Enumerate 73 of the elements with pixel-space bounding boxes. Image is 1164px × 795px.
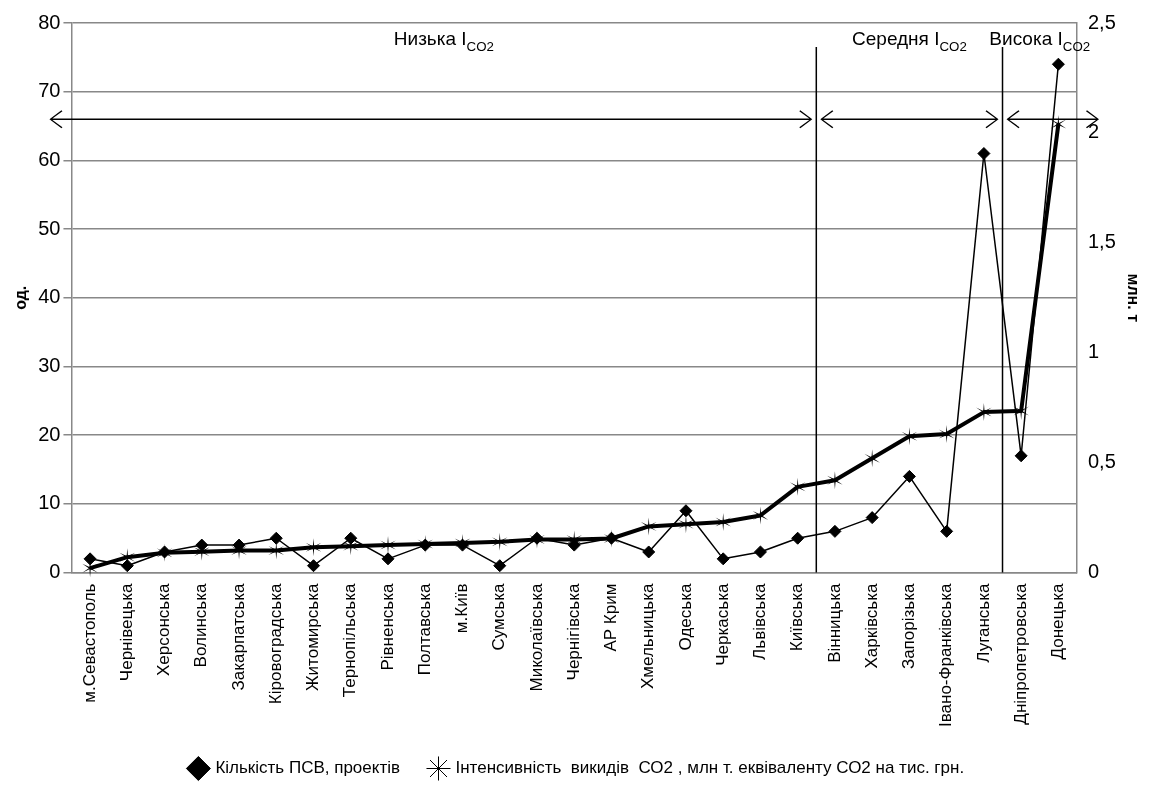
point: [195, 538, 209, 552]
point: [454, 533, 471, 552]
x-tick-label: Луганська: [973, 583, 993, 663]
x-tick-label: Дніпропетровська: [1010, 583, 1030, 725]
point: [305, 538, 322, 557]
x-tick-label: Тернопільська: [340, 583, 360, 698]
y2-tick-label: 0: [1088, 560, 1100, 583]
x-tick-label: АР Крим: [601, 583, 621, 652]
x-tick-label: Запорізька: [899, 583, 919, 670]
point: [83, 552, 97, 566]
x-tick-label: Сумська: [489, 583, 509, 651]
x-tick-label: м.Севастополь: [79, 583, 99, 703]
point: [940, 524, 954, 538]
y2-tick-label: 2,5: [1088, 10, 1116, 33]
x-tick-label: Донецька: [1048, 583, 1068, 660]
x-tick-label: м.Київ: [452, 583, 472, 634]
point: [716, 552, 730, 566]
x-tick-label: Житомирська: [303, 583, 323, 692]
x-tick-label: Львівська: [750, 583, 770, 660]
x-tick-label: Івано-Франківська: [936, 583, 956, 727]
x-tick-label: Одеська: [675, 583, 695, 651]
legend-label: Інтенсивність викидів СО2 , млн т. еквіваленту СО2 на тис. грн.: [455, 758, 965, 778]
y-tick-label: 70: [38, 79, 61, 102]
y-tick-label: 30: [38, 354, 61, 376]
point: [753, 545, 767, 559]
point: [640, 517, 657, 536]
y-tick-label: 20: [38, 422, 61, 445]
point: [901, 427, 918, 446]
point: [938, 425, 955, 444]
y2-tick-label: 0,5: [1088, 450, 1116, 473]
x-tick-label: Чернівецька: [117, 583, 136, 682]
x-tick-label: Херсонська: [154, 583, 174, 676]
point: [977, 147, 991, 161]
y-axis-title: од.: [12, 285, 30, 310]
point: [865, 511, 879, 525]
point: [679, 504, 693, 518]
point: [828, 524, 842, 538]
x-tick-label: Закарпатська: [228, 583, 248, 691]
x-tick-label: Рівненська: [377, 583, 397, 671]
y2-tick-label: 1: [1088, 340, 1100, 363]
y-tick-label: 10: [38, 491, 61, 514]
x-tick-label: Харківська: [861, 583, 881, 669]
x-tick-label: Хмельницька: [638, 583, 658, 690]
x-tick-label: Полтавська: [414, 583, 434, 676]
legend-label: Кількість ПСВ, проектів: [215, 758, 400, 778]
point: [1051, 57, 1065, 71]
x-tick-label: Чернігівська: [563, 583, 583, 681]
point: [344, 531, 358, 545]
point: [1014, 449, 1028, 463]
point: [902, 469, 916, 483]
y2-axis-title: млн. т: [1124, 273, 1142, 323]
point: [493, 559, 507, 573]
x-tick-label: Волинська: [191, 583, 211, 668]
point: [381, 552, 395, 566]
y2-tick-label: 2: [1088, 120, 1100, 143]
x-tick-label: Вінницька: [824, 583, 844, 663]
x-tick-label: Київська: [787, 583, 807, 652]
point: [120, 559, 134, 573]
x-tick-label: Черкаська: [712, 583, 732, 666]
point: [269, 531, 283, 545]
y-tick-label: 0: [49, 560, 61, 583]
point: [642, 545, 656, 559]
y-tick-label: 80: [38, 10, 61, 33]
y-tick-label: 60: [38, 147, 61, 170]
y2-tick-label: 1,5: [1088, 230, 1116, 253]
point: [791, 531, 805, 545]
y-tick-label: 40: [38, 285, 61, 308]
point: [752, 506, 769, 525]
point: [789, 477, 806, 496]
x-tick-label: Миколаївська: [526, 583, 546, 692]
point: [307, 559, 321, 573]
x-tick-label: Кіровоградська: [265, 583, 285, 705]
y-tick-label: 50: [38, 216, 61, 239]
